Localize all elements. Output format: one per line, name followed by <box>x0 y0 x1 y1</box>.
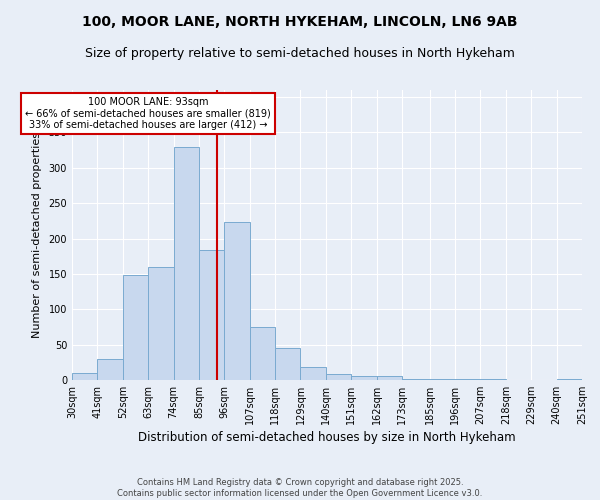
Text: 100 MOOR LANE: 93sqm
← 66% of semi-detached houses are smaller (819)
33% of semi: 100 MOOR LANE: 93sqm ← 66% of semi-detac… <box>25 97 271 130</box>
Bar <box>326 374 351 380</box>
Y-axis label: Number of semi-detached properties: Number of semi-detached properties <box>32 132 41 338</box>
Bar <box>275 348 301 380</box>
Bar <box>301 366 326 380</box>
Bar <box>430 378 455 380</box>
Text: Size of property relative to semi-detached houses in North Hykeham: Size of property relative to semi-detach… <box>85 48 515 60</box>
X-axis label: Distribution of semi-detached houses by size in North Hykeham: Distribution of semi-detached houses by … <box>138 431 516 444</box>
Text: Contains HM Land Registry data © Crown copyright and database right 2025.
Contai: Contains HM Land Registry data © Crown c… <box>118 478 482 498</box>
Bar <box>402 378 430 380</box>
Bar <box>173 146 199 380</box>
Bar <box>148 267 173 380</box>
Bar <box>224 222 250 380</box>
Text: 100, MOOR LANE, NORTH HYKEHAM, LINCOLN, LN6 9AB: 100, MOOR LANE, NORTH HYKEHAM, LINCOLN, … <box>82 15 518 29</box>
Bar <box>351 376 377 380</box>
Bar <box>97 359 123 380</box>
Bar <box>455 378 481 380</box>
Bar <box>250 327 275 380</box>
Bar <box>72 373 97 380</box>
Bar <box>377 376 402 380</box>
Bar <box>123 276 148 380</box>
Bar <box>199 250 224 380</box>
